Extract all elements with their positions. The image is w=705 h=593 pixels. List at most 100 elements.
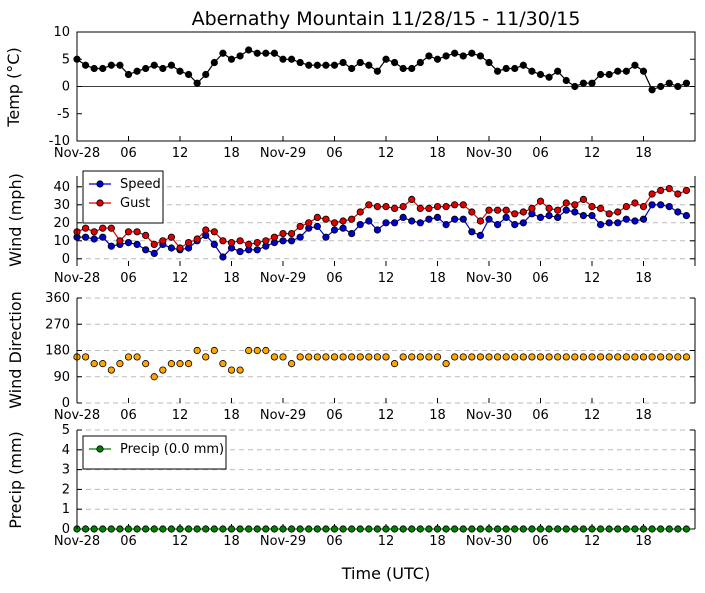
x-tick-label: 06 [120,146,137,161]
data-point [408,195,416,203]
x-tick-label: 06 [120,408,137,423]
data-point [287,230,296,238]
data-point [536,213,545,221]
y-tick-label: 3 [62,463,70,478]
data-point [287,360,296,368]
data-point [536,525,545,533]
data-point [90,228,98,236]
x-tick-label: 18 [223,146,240,161]
data-point [348,230,356,238]
data-point [571,201,579,209]
data-point [322,61,330,69]
data-point [536,353,545,361]
data-point [322,525,330,533]
data-point [545,212,553,220]
x-tick-label: Nov-29 [260,146,306,161]
data-point [133,240,141,248]
data-point [339,525,347,533]
data-point [159,237,167,245]
data-point [399,353,407,361]
data-point [382,219,390,227]
x-tick-label: 18 [635,408,652,423]
data-point [339,217,347,225]
y-tick-label: 4 [62,443,70,458]
data-point [176,67,184,75]
data-point [348,64,356,73]
data-point [554,67,562,75]
data-point [279,230,287,238]
x-tick-label: 06 [326,408,343,423]
data-point [116,61,124,69]
data-point [322,353,330,361]
data-point [399,525,407,533]
data-point [562,525,570,533]
data-point [657,82,665,91]
x-tick-label: 12 [172,534,189,549]
data-point [682,186,691,194]
data-point [227,55,236,63]
data-point [631,525,639,533]
data-point [184,239,193,247]
data-point [614,219,622,227]
data-point [287,237,296,245]
y-tick-label: 270 [45,317,70,332]
data-point [493,206,502,214]
x-tick-label: 06 [326,534,343,549]
x-tick-label: Nov-28 [54,146,100,161]
data-point [159,525,167,533]
data-point [159,64,167,73]
data-point [116,525,124,533]
data-point [305,219,313,227]
data-point [665,525,673,533]
x-tick-label: Nov-28 [54,534,100,549]
data-point [442,525,450,533]
x-tick-label: 12 [172,271,189,286]
data-point [622,215,630,223]
data-point [227,239,236,247]
data-point [81,353,90,361]
data-point [416,353,424,361]
panel-temperature: -10 -5 0 5 10 Nov-28 06 12 18 Nov-29 06 12 18 Nov-30 0… [4,25,696,161]
data-point [356,58,364,67]
y-tick-label: 5 [62,52,70,67]
y-tick-label: 5 [62,423,70,438]
data-point [279,525,287,533]
data-point [682,353,691,361]
data-point [459,215,467,223]
data-point [365,61,373,69]
x-tick-label: 06 [326,271,343,286]
y-tick-label: 30 [53,198,70,213]
x-tick-label: Nov-30 [466,271,512,286]
data-point [390,219,399,227]
x-tick-label: 06 [326,146,343,161]
data-point [614,525,622,533]
data-point [648,353,656,361]
x-axis-label: Time (UTC) [341,564,430,583]
data-point [348,525,356,533]
data-point [236,248,244,256]
data-point [631,217,639,225]
data-point [519,353,527,361]
x-tick-label: 18 [429,146,446,161]
data-point [124,228,133,236]
data-point [451,201,459,209]
data-point [219,49,227,57]
data-point [356,208,364,216]
data-point [348,353,356,361]
data-point [330,353,339,361]
data-point [167,61,176,69]
data-point [245,346,253,355]
data-point [519,219,527,227]
data-point [562,199,570,207]
data-point [502,353,510,361]
data-point [682,525,691,533]
data-point [373,353,382,361]
data-point [665,79,673,87]
data-point [193,346,201,355]
data-point [399,203,407,211]
data-point [219,253,227,261]
data-point [416,219,424,227]
data-point [605,525,613,533]
data-point [107,61,115,69]
data-point [253,525,261,533]
